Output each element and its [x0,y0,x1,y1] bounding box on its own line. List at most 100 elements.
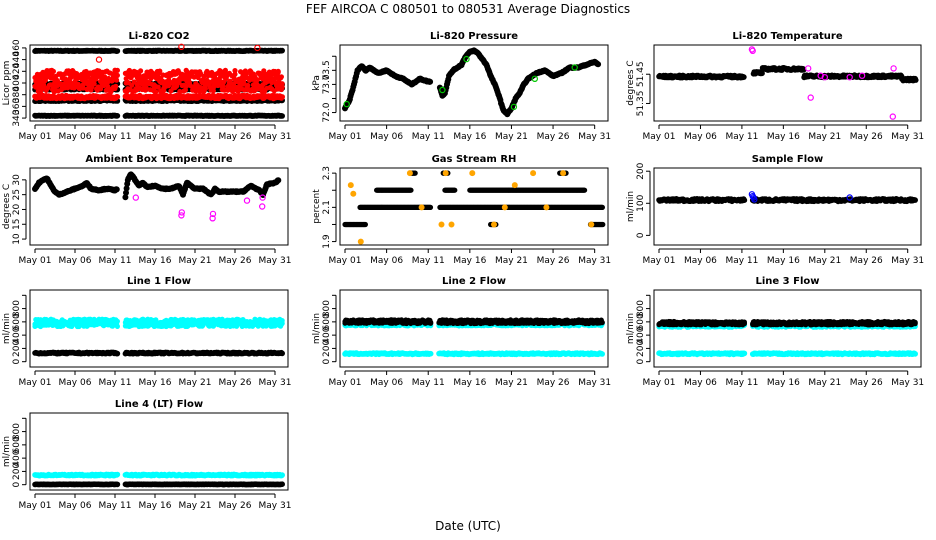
panel-title: Line 1 Flow [127,276,191,287]
data-point-sample-1 [114,72,121,79]
plot-frame [29,44,289,122]
panel-title: Ambient Box Temperature [85,154,232,165]
data-point-rh-flags [438,221,445,228]
y-tick-label: 72.0 [322,102,332,122]
y-tick-label: 200 [636,162,646,179]
y-tick-label: 30 [12,174,22,186]
panel-li820-co2: Li-820 CO2 Licor ppm 3403603804004204404… [2,31,291,142]
x-tick-label: May 06 [370,132,403,142]
data-point-sample-1 [278,74,284,80]
x-tick-label: May 31 [891,256,924,266]
data-point-rh-flags [490,221,497,228]
data-point-sample-1 [41,82,47,89]
y-axis-label: kPa [312,75,322,91]
x-tick-label: May 06 [370,256,403,266]
x-tick-label: May 11 [725,256,758,266]
data-point-rh-flags [448,221,455,228]
data-point-sample-1 [241,80,247,86]
x-tick-label: May 26 [537,256,570,266]
x-tick-label: May 26 [850,256,883,266]
data-point-rh-2-3 [412,170,418,176]
data-point-rh-2-1 [427,204,434,210]
data-point-temperature [741,74,747,80]
data-point-temperature-flags [889,113,897,120]
plot-frame [339,44,609,122]
data-point-level-5 [279,113,286,119]
data-point-sample-1 [138,68,144,74]
data-point-box-temperature-flags [132,194,139,201]
x-tick-label: May 16 [453,256,486,266]
panel-title: Li-820 Temperature [732,31,842,42]
x-tick-label: May 31 [891,132,924,142]
data-point-level-1 [114,48,121,54]
figure-title: FEF AIRCOA C 080501 to 080531 Average Di… [306,2,630,16]
data-point-pressure [427,78,434,85]
x-tick-label: May 21 [495,256,528,266]
data-point-temperature [759,70,765,77]
data-point-rh-flags [469,170,476,177]
x-tick-label: May 11 [412,132,445,142]
x-tick-label: May 06 [59,132,92,142]
data-point-temperature-flags [807,94,814,101]
data-point-box-temperature [113,186,120,193]
plot-frame [653,44,922,122]
data-point-sample-1 [114,77,120,83]
data-point-box-temperature-after-gap [275,177,282,184]
plot-frame [653,167,922,246]
x-tick-label: May 11 [99,256,132,266]
panel-title: Li-820 Pressure [430,31,518,42]
x-tick-label: May 31 [578,132,611,142]
data-point-rh-flags [560,170,567,177]
y-axis-label: Licor ppm [2,61,12,106]
x-tick-label: May 06 [684,132,717,142]
y-tick-label: 20 [12,203,22,215]
data-point-rh-flags [350,190,357,197]
y-axis-label: degrees C [626,60,636,105]
data-point-rh-2-1 [599,204,606,210]
data-point-temperature-flags [805,65,812,72]
y-tick-label: 1.9 [322,234,332,249]
data-point-rh-flags [511,182,518,189]
x-tick-label: May 01 [19,256,52,266]
x-tick-label: May 31 [259,132,292,142]
x-tick-label: May 16 [139,132,172,142]
y-axis-label: ml/min [626,191,636,222]
x-tick-label: May 21 [495,132,528,142]
y-tick-label: 51.45 [636,61,646,87]
y-tick-label: 73.5 [322,60,332,80]
y-tick-label: 25 [12,189,22,200]
y-tick-label: 2.3 [322,166,332,180]
x-tick-label: May 21 [808,256,841,266]
x-tick-label: May 01 [329,132,362,142]
data-point-rh-flags [406,170,413,177]
data-point-sample-2 [279,94,286,100]
data-point-temperature [912,77,919,83]
data-point-rh-2-2 [408,187,414,193]
x-tick-label: May 16 [767,132,800,142]
data-point-rh-flags [501,204,508,211]
y-axis-label: percent [312,189,322,224]
x-tick-label: May 01 [329,256,362,266]
y-axis-label: degrees C [2,184,12,229]
panel-li820-temperature: Li-820 Temperature degrees C 51.35 51.45 M… [626,31,924,142]
panel-ambient-box-temperature: Ambient Box Temperature degrees C 101520… [2,154,291,266]
data-point-sample-1 [114,67,121,74]
data-point-sample-1 [136,72,142,78]
data-point-sample-1 [91,81,97,87]
data-point-rh-flags [442,170,449,177]
x-tick-label: May 11 [99,132,132,142]
data-point-sample-flow [741,197,748,204]
x-tick-label: May 21 [179,256,212,266]
y-tick-label: 51.35 [636,91,646,117]
y-axis-label: ml/min [2,313,12,344]
x-tick-label: May 16 [767,256,800,266]
data-point-rh-flags [530,170,537,177]
data-point-sample-1 [245,82,251,89]
y-tick-label: 2.1 [322,200,332,214]
x-tick-label: May 26 [537,132,570,142]
data-point-level-1 [279,47,286,54]
data-point-sample-1 [275,68,281,74]
data-point-rh-2-2 [581,187,588,193]
